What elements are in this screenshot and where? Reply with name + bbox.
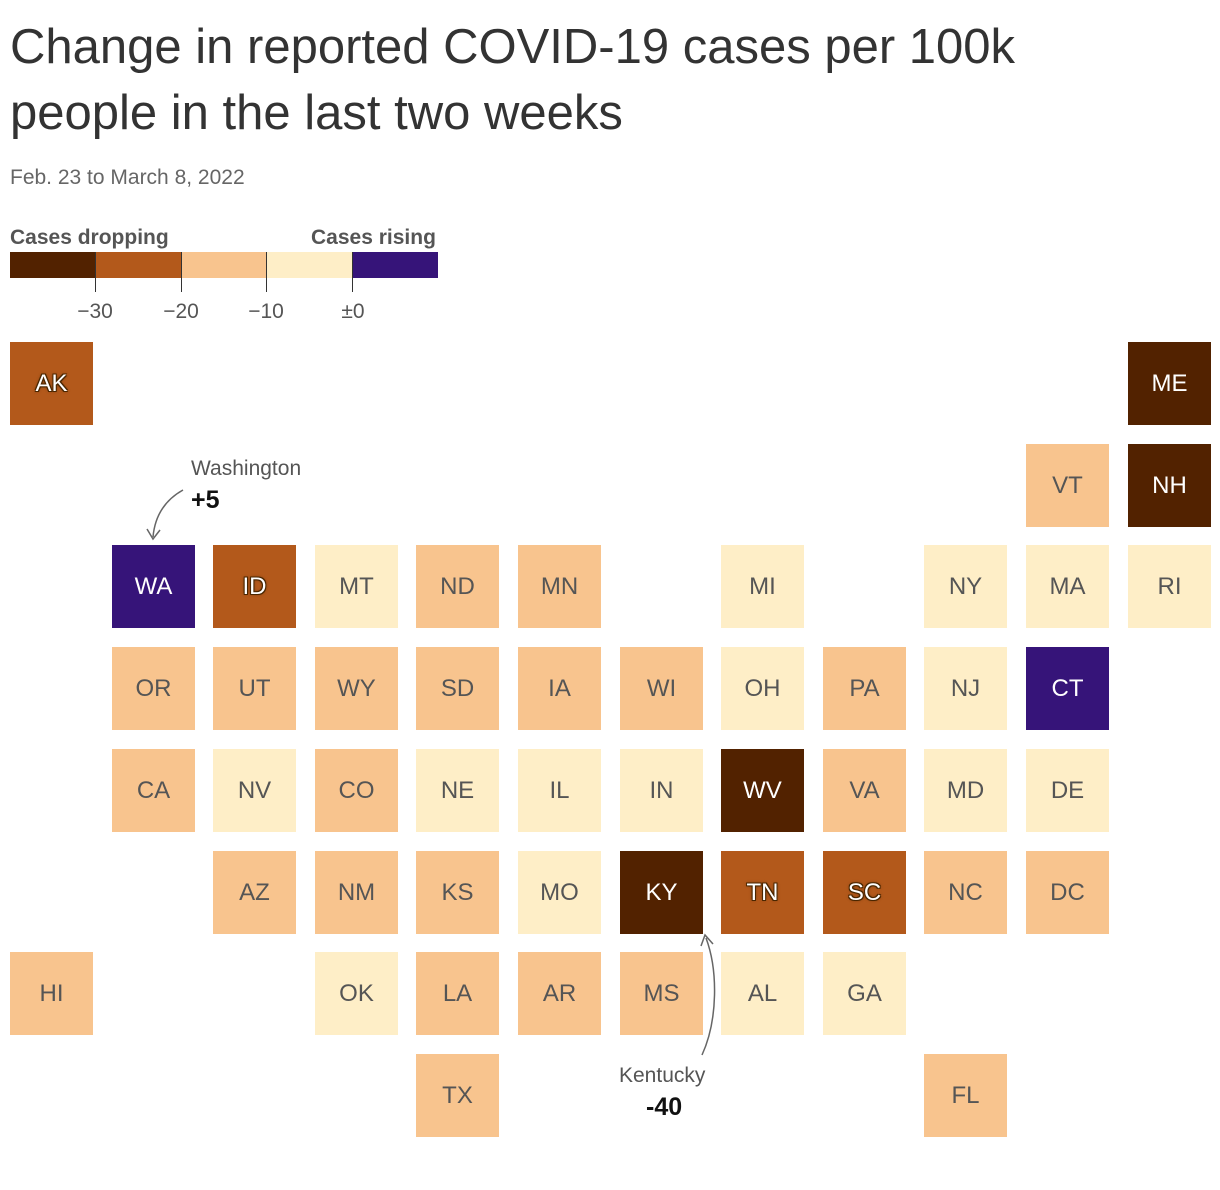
state-tile-ne: NE: [416, 749, 499, 832]
kentucky-annotation-value: -40: [646, 1093, 683, 1121]
state-tile-tn: TN: [721, 851, 804, 934]
legend-swatch-2: [95, 252, 182, 278]
legend-swatch-1: [10, 252, 96, 278]
legend-tick-label: −10: [248, 300, 284, 323]
legend-tick-4: [352, 252, 353, 292]
legend-color-bar: [10, 252, 438, 278]
kentucky-annotation-label: Kentucky: [619, 1064, 706, 1087]
washington-arrowhead: [146, 528, 161, 541]
legend-tick-1: [95, 252, 96, 292]
legend-label-rising: Cases rising: [311, 226, 436, 249]
chart-subtitle: Feb. 23 to March 8, 2022: [10, 166, 245, 189]
state-tile-il: IL: [518, 749, 601, 832]
legend-label-dropping: Cases dropping: [10, 226, 169, 249]
state-tile-ky: KY: [620, 851, 703, 934]
kentucky-arrow: [701, 937, 716, 1056]
legend-tick-2: [181, 252, 182, 292]
washington-annotation-value: +5: [191, 486, 220, 514]
chart-title: Change in reported COVID-19 cases per 10…: [10, 20, 1016, 140]
legend-swatch-4: [266, 252, 353, 278]
legend-tick-3: [266, 252, 267, 292]
kentucky-arrowhead: [700, 933, 714, 947]
washington-annotation-label: Washington: [191, 457, 302, 480]
washington-arrow: [152, 489, 184, 538]
legend-swatch-5: [352, 252, 438, 278]
state-tile-or: OR: [112, 647, 195, 730]
legend-tick-label: −20: [163, 300, 199, 323]
legend-tick-label: ±0: [341, 300, 365, 323]
legend-tick-label: −30: [77, 300, 113, 323]
state-tile-wv: WV: [721, 749, 804, 832]
legend-swatch-3: [181, 252, 267, 278]
